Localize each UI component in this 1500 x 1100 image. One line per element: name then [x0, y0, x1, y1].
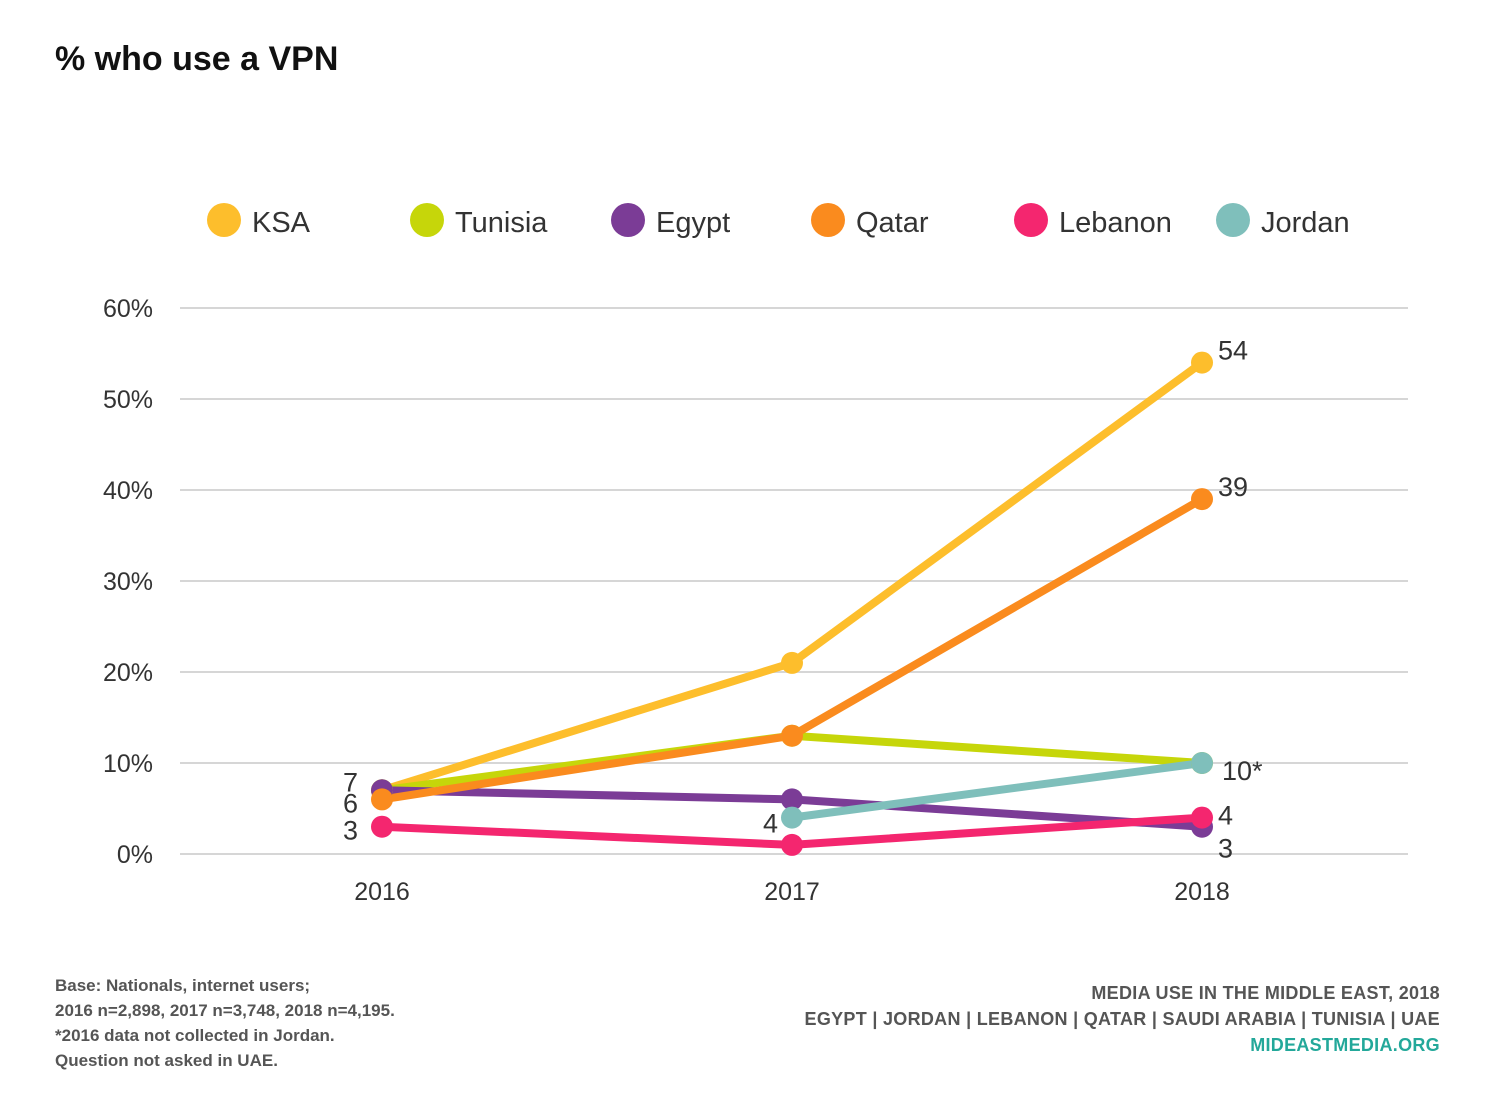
y-tick-label: 50%: [103, 386, 153, 414]
x-tick-label: 2018: [1174, 878, 1230, 906]
data-point: [1191, 752, 1213, 774]
data-label: 4: [1218, 801, 1233, 831]
legend-marker: [207, 203, 241, 237]
y-tick-label: 20%: [103, 659, 153, 687]
data-label: 7: [343, 767, 358, 797]
legend-marker: [1216, 203, 1250, 237]
data-point: [371, 815, 393, 838]
y-tick-label: 60%: [103, 295, 153, 323]
data-label: 39: [1218, 472, 1248, 502]
chart-title: % who use a VPN: [55, 40, 339, 78]
y-tick-label: 10%: [103, 750, 153, 778]
y-tick-label: 40%: [103, 477, 153, 505]
legend-label: Egypt: [656, 207, 730, 239]
x-tick-label: 2016: [354, 878, 410, 906]
source-site-link[interactable]: MIDEASTMEDIA.ORG: [1250, 1035, 1440, 1055]
legend-marker: [1014, 203, 1048, 237]
source-title: MEDIA USE IN THE MIDDLE EAST, 2018: [1091, 983, 1440, 1003]
data-label: 3: [1218, 834, 1233, 864]
footnote-line: *2016 data not collected in Jordan.: [55, 1026, 335, 1045]
data-point: [781, 806, 803, 829]
footnote-line: Question not asked in UAE.: [55, 1051, 278, 1070]
legend-label: Qatar: [856, 207, 929, 239]
legend-label: Lebanon: [1059, 207, 1172, 239]
data-point: [1191, 806, 1213, 829]
data-label: 6: [343, 788, 358, 818]
data-label: 10*: [1222, 756, 1263, 786]
y-tick-label: 0%: [117, 841, 153, 869]
data-label: 3: [343, 816, 358, 846]
data-point: [781, 788, 803, 811]
data-point: [781, 833, 803, 856]
legend-marker: [611, 203, 645, 237]
legend-label: Jordan: [1261, 207, 1350, 239]
line-chart: 0% 10% 20% 30% 40% 50% 60% 2016 2017 2018 KSA Tunis…: [103, 203, 1408, 906]
legend-marker: [811, 203, 845, 237]
data-point: [781, 651, 803, 674]
footnote-line: 2016 n=2,898, 2017 n=3,748, 2018 n=4,195…: [55, 1001, 395, 1020]
x-tick-label: 2017: [764, 878, 820, 906]
data-point: [781, 724, 803, 747]
source-credit: MEDIA USE IN THE MIDDLE EAST, 2018 EGYPT…: [805, 980, 1440, 1058]
data-point: [1191, 351, 1213, 374]
data-label: 54: [1218, 336, 1248, 366]
legend-label: KSA: [252, 207, 311, 239]
footnote-base: Base: Nationals, internet users; 2016 n=…: [55, 973, 395, 1073]
legend-label: Tunisia: [455, 207, 548, 239]
data-label: 4: [763, 809, 778, 839]
y-tick-label: 30%: [103, 568, 153, 596]
source-countries: EGYPT | JORDAN | LEBANON | QATAR | SAUDI…: [804, 1009, 1440, 1029]
legend-marker: [410, 203, 444, 237]
series-line: [788, 759, 1206, 822]
data-point: [1191, 488, 1213, 511]
data-point: [371, 788, 393, 811]
footnote-line: Base: Nationals, internet users;: [55, 976, 311, 995]
